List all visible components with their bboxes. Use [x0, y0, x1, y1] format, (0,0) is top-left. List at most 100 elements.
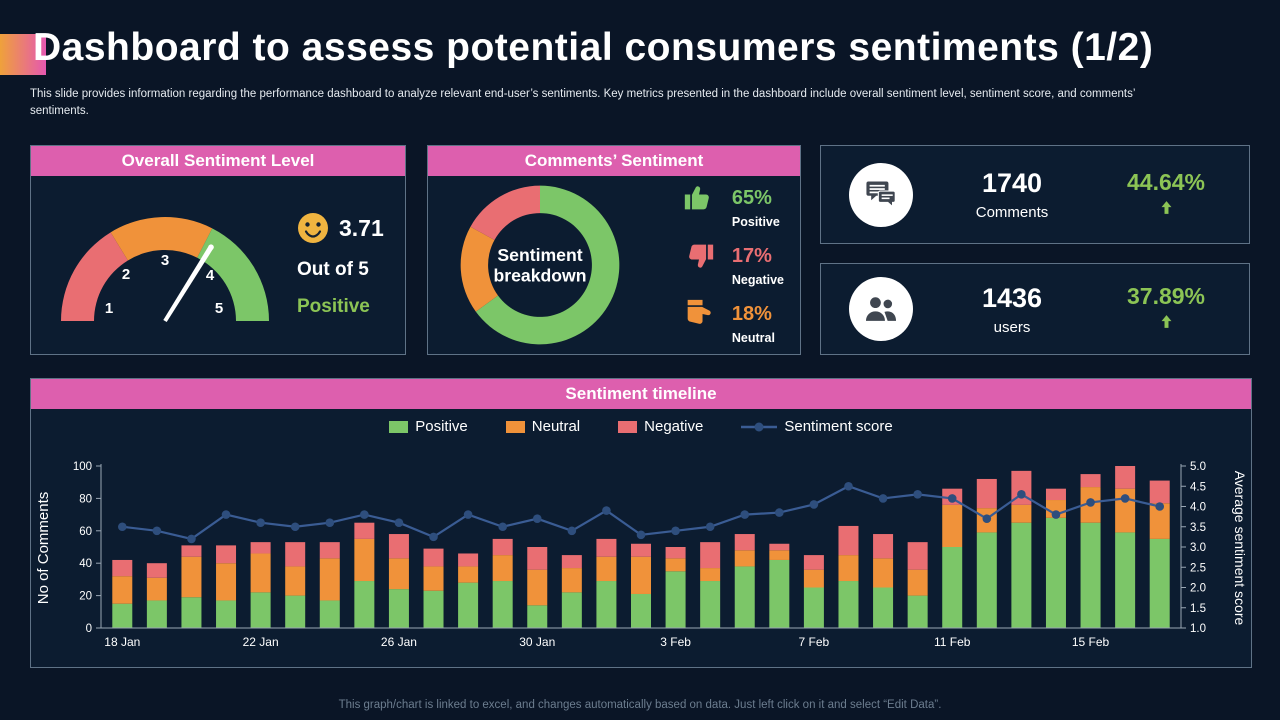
comments-count-label: Comments — [975, 204, 1049, 221]
bar-segment — [907, 595, 928, 628]
gauge-tick-label: 1 — [105, 300, 113, 317]
users-stat-card: 1436 users 37.89% — [820, 263, 1250, 355]
x-axis-tick-label: 15 Feb — [1072, 635, 1110, 649]
bar-segment — [1149, 538, 1170, 628]
bar-segment — [354, 581, 375, 628]
bar-segment — [112, 603, 133, 628]
neutral-label: Neutral — [731, 331, 775, 345]
bar-segment — [734, 534, 755, 551]
bar-segment — [665, 571, 686, 628]
gauge-segment — [110, 217, 213, 261]
bar-segment — [1080, 474, 1101, 488]
bar-segment — [803, 587, 824, 628]
bar-segment — [803, 555, 824, 570]
sentiment-timeline-panel: Sentiment timeline Positive Neutral Negati… — [30, 378, 1252, 668]
y2-axis-tick-label: 5.0 — [1190, 461, 1206, 473]
bar-segment — [1149, 480, 1170, 504]
up-arrow-icon — [1161, 315, 1171, 328]
list-item-positive: 65% Positive — [682, 181, 784, 229]
y-axis-tick-label: 60 — [79, 526, 92, 538]
thumb-down-icon — [689, 244, 714, 268]
y2-axis-tick-label: 4.0 — [1190, 502, 1206, 514]
x-axis-tick-label: 3 Feb — [660, 635, 691, 649]
bar-segment — [700, 568, 721, 582]
sentiment-verdict: Positive — [297, 296, 370, 317]
list-item-negative: 17% Negative — [682, 239, 784, 287]
bar-segment — [734, 566, 755, 628]
bar-segment — [838, 581, 859, 628]
bar-segment — [354, 538, 375, 582]
sentiment-timeline-chart: 0 20 40 60 80 100 1.0 1.5 2.0 2.5 3.0 3.5 4.0 4.5 5.0 1… — [31, 436, 1251, 671]
bar-segment — [1045, 488, 1066, 501]
users-count: 1436 — [981, 282, 1043, 313]
x-axis-tick-label: 11 Feb — [934, 635, 971, 649]
sentiment-score-point — [913, 490, 922, 499]
bar-segment — [734, 550, 755, 567]
sentiment-score-point — [394, 518, 404, 527]
sentiment-score-point — [1120, 494, 1130, 503]
bar-segment — [250, 542, 271, 554]
bar-segment — [250, 592, 271, 628]
sentiment-score-point — [256, 518, 265, 527]
sentiment-score-point — [844, 481, 853, 491]
bar-segment — [665, 547, 686, 559]
gauge-tick-label: 3 — [161, 252, 169, 269]
bar-segment — [458, 566, 479, 583]
bar-segment — [561, 592, 582, 628]
comments-change-pct: 44.64% — [1126, 168, 1205, 195]
negative-pct: 17% — [731, 244, 772, 267]
sentiment-score-point — [117, 522, 127, 532]
x-axis-tick-label: 18 Jan — [104, 635, 140, 649]
bar-segment — [561, 555, 582, 569]
y2-axis-tick-label: 2.5 — [1190, 562, 1206, 574]
sentiment-gauge-chart: 12 3 45 — [61, 217, 269, 323]
comments-stat: 1740 Comments — [913, 168, 1111, 221]
sentiment-breakdown-list: 65% Positive 17% Negative 18% Neutral — [682, 175, 784, 355]
title-accent-block — [0, 34, 46, 75]
bar-segment — [803, 569, 824, 588]
legend-label: Positive — [415, 418, 468, 435]
sentiment-score-point — [671, 526, 680, 536]
donut-slice-positive — [475, 185, 620, 345]
legend-item: Positive — [389, 418, 468, 435]
sentiment-score-point — [567, 526, 577, 536]
gauge-needle — [163, 245, 214, 323]
comments-icon-circle — [849, 162, 913, 227]
bar-segment — [388, 534, 409, 559]
bar-segment — [1011, 504, 1032, 523]
gauge-segment — [61, 232, 128, 321]
y2-axis-tick-label: 3.0 — [1190, 542, 1206, 554]
y-axis-tick-label: 0 — [86, 623, 92, 635]
bar-segment — [285, 542, 306, 567]
chart-legend: Positive Neutral Negative Sentiment score — [31, 418, 1251, 435]
bar-segment — [942, 504, 963, 547]
bar-segment — [216, 545, 237, 564]
bar-segment — [527, 569, 548, 606]
bar-segment — [596, 581, 617, 628]
x-axis-tick-label: 7 Feb — [799, 635, 830, 649]
x-axis-tick-label: 30 Jan — [519, 635, 555, 649]
smiley-icon — [298, 213, 328, 243]
users-change: 37.89% — [1111, 283, 1221, 335]
users-count-label: users — [993, 318, 1031, 336]
legend-swatch — [618, 420, 638, 433]
bar-segment — [769, 543, 790, 551]
bar-segment — [527, 547, 548, 570]
bar-segment — [354, 522, 375, 539]
comments-change: 44.64% — [1111, 169, 1221, 221]
legend-swatch — [505, 420, 525, 433]
comments-sentiment-panel: Comments’ Sentiment Sentiment breakdown 6… — [427, 145, 801, 355]
bar-segment — [631, 556, 651, 594]
bar-segment — [1011, 522, 1032, 628]
legend-swatch — [389, 420, 409, 433]
bar-segment — [700, 542, 721, 569]
gauge-needle-tip — [208, 244, 214, 250]
sentiment-timeline-title: Sentiment timeline — [31, 379, 1251, 409]
sentiment-score-point — [636, 530, 646, 540]
y2-axis-tick-label: 3.5 — [1190, 522, 1206, 534]
bar-segment — [907, 569, 928, 596]
gauge-tick-label: 5 — [215, 300, 223, 317]
